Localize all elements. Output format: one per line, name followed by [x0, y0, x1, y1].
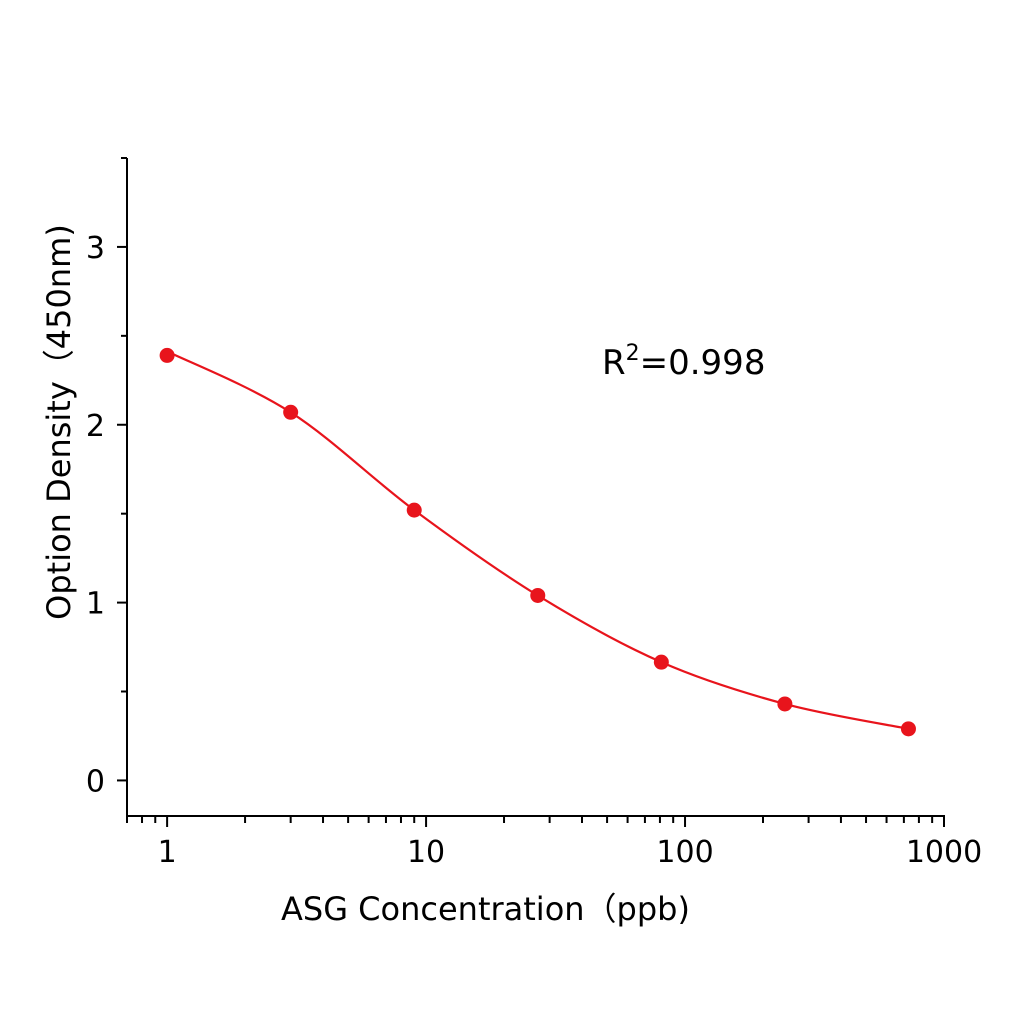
axes: 1 10 100 1000 0 1 2 3 — [86, 157, 982, 870]
x-tick-label: 100 — [656, 835, 713, 870]
data-point — [283, 404, 299, 420]
y-tick-label: 0 — [86, 764, 105, 799]
data-point — [900, 721, 916, 737]
plot-marks — [159, 347, 916, 737]
y-tick-label: 3 — [86, 231, 105, 266]
y-tick-label: 2 — [86, 409, 105, 444]
fit-curve — [166, 350, 909, 730]
y-tick-label: 1 — [86, 587, 105, 622]
x-axis-label: ASG Concentration（ppb) — [281, 890, 690, 928]
x-tick-label: 10 — [407, 835, 445, 870]
r-squared-annotation: R2=0.998 — [602, 341, 765, 383]
data-point — [159, 347, 175, 363]
data-point — [406, 502, 422, 518]
data-point — [653, 654, 669, 670]
x-tick-label: 1 — [158, 835, 177, 870]
y-axis-label: Option Density（450nm) — [40, 224, 78, 620]
data-point — [777, 696, 793, 712]
data-point — [530, 587, 546, 603]
x-tick-label: 1000 — [906, 835, 982, 870]
